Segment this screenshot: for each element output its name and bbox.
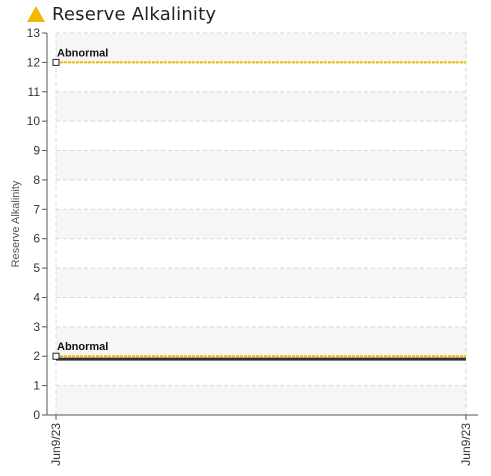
y-tick-label: 12 (27, 55, 41, 69)
background-band (56, 385, 466, 415)
reference-marker (52, 352, 60, 360)
y-tick-label: 1 (33, 379, 40, 393)
y-tick-label: 3 (33, 320, 40, 334)
background-band (56, 33, 466, 63)
y-tick-label: 5 (33, 261, 40, 275)
reference-line-label: Abnormal (57, 47, 108, 59)
background-band (56, 326, 466, 357)
reference-marker (52, 58, 60, 66)
y-tick-label: 13 (27, 26, 41, 40)
background-band (56, 268, 466, 298)
x-axis-ticks: Jun9/23 Jun9/23 (49, 415, 473, 466)
background-band (56, 209, 466, 239)
background-band (56, 91, 466, 122)
y-tick-label: 4 (33, 290, 40, 304)
y-tick-label: 9 (33, 144, 40, 158)
background-band (56, 150, 466, 180)
x-tick-label: Jun9/23 (49, 423, 63, 466)
y-tick-label: 7 (33, 202, 40, 216)
page-title: Reserve Alkalinity (52, 3, 217, 25)
reference-lines: Abnormal Abnormal (52, 47, 466, 360)
y-tick-label: 0 (33, 408, 40, 422)
chart-axes (46, 33, 478, 416)
x-tick-label: Jun9/23 (459, 423, 473, 466)
chart-header: Reserve Alkalinity (26, 0, 216, 28)
y-tick-label: 6 (33, 232, 40, 246)
y-tick-label: 2 (33, 349, 40, 363)
y-axis-label: Reserve Alkalinity (10, 180, 22, 267)
warning-triangle-icon (27, 6, 45, 22)
reference-line-label: Abnormal (57, 341, 108, 353)
plot-background-bands (56, 33, 466, 415)
y-tick-label: 10 (27, 114, 41, 128)
y-tick-label: 8 (33, 173, 40, 187)
y-tick-label: 11 (28, 85, 41, 99)
